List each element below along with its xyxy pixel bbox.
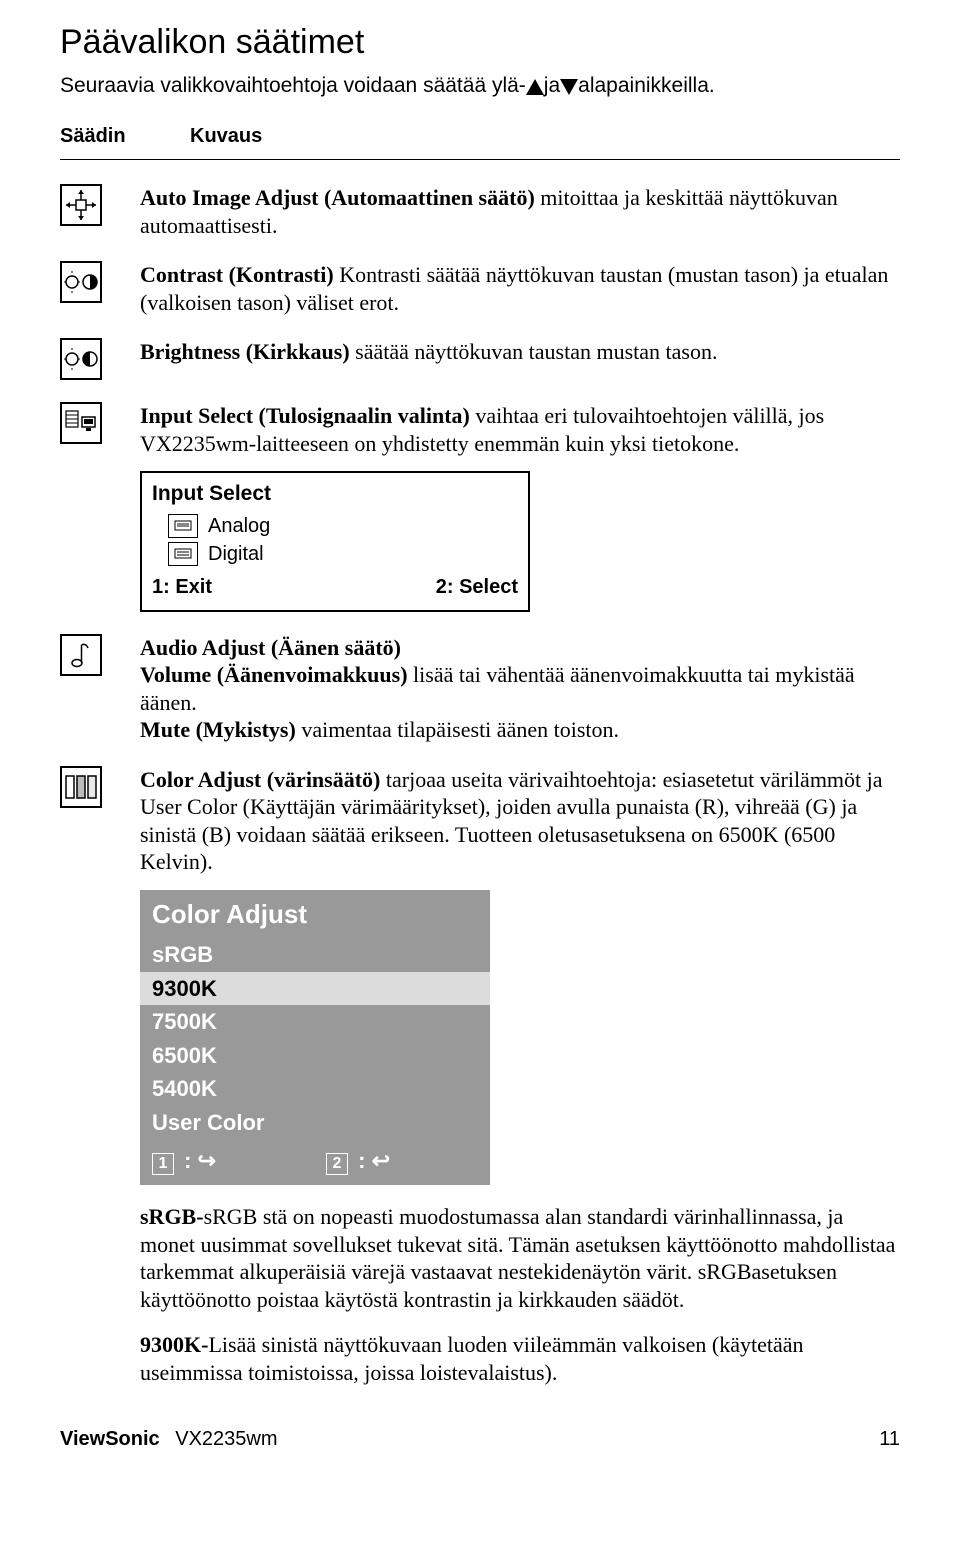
table-header-row: Säädin Kuvaus (60, 123, 900, 160)
up-triangle-icon (526, 79, 544, 95)
osd-color-f1: 1 (152, 1153, 174, 1175)
input-select-icon (60, 402, 102, 444)
desc-color: Color Adjust (värinsäätö) tarjoaa useita… (140, 766, 900, 1186)
osd-color-arrow2: ↩ (372, 1148, 390, 1173)
row-input-select: Input Select (Tulosignaalin valinta) vai… (60, 402, 900, 611)
row-brightness: Brightness (Kirkkaus) säätää näyttökuvan… (60, 338, 900, 380)
osd-color-opt: sRGB (140, 938, 490, 972)
intro-mid: ja (544, 74, 560, 97)
osd-input-title: Input Select (152, 481, 518, 507)
osd-input-opt-digital: Digital (208, 542, 264, 567)
osd-input-opt-analog: Analog (208, 514, 270, 539)
osd-color-title: Color Adjust (140, 890, 490, 939)
row-audio: Audio Adjust (Äänen säätö) Volume (Äänen… (60, 634, 900, 744)
audio-mute-rest: vaimentaa tilapäisesti äänen toiston. (296, 717, 619, 742)
osd-color-arrow1: ↪ (198, 1148, 216, 1173)
desc-input-select: Input Select (Tulosignaalin valinta) vai… (140, 402, 900, 611)
auto-image-bold: Auto Image Adjust (Automaattinen säätö) (140, 185, 535, 210)
k9300-paragraph: 9300K-Lisää sinistä näyttökuvaan luoden … (140, 1331, 900, 1386)
osd-input-select: Input Select Analog Digital 1: Exit 2: S… (140, 471, 530, 611)
intro-after: alapainikkeilla. (578, 74, 715, 97)
audio-mute-bold: Mute (Mykistys) (140, 717, 296, 742)
digital-mini-icon (168, 542, 198, 566)
page-title: Päävalikon säätimet (60, 20, 900, 64)
audio-bold1: Audio Adjust (Äänen säätö) (140, 635, 401, 660)
osd-input-exit: 1: Exit (152, 575, 212, 600)
desc-auto-image: Auto Image Adjust (Automaattinen säätö) … (140, 184, 900, 239)
row-color: Color Adjust (värinsäätö) tarjoaa useita… (60, 766, 900, 1186)
osd-input-digital: Digital (168, 542, 518, 567)
row-contrast: Contrast (Kontrasti) Kontrasti säätää nä… (60, 261, 900, 316)
footer-model: VX2235wm (175, 1428, 277, 1450)
osd-color-opt: 6500K (140, 1039, 490, 1073)
srgb-rest: sRGB stä on nopeasti muodostumassa alan … (140, 1204, 895, 1312)
srgb-paragraph: sRGB-sRGB stä on nopeasti muodostumassa … (140, 1203, 900, 1313)
row-auto-image: Auto Image Adjust (Automaattinen säätö) … (60, 184, 900, 239)
osd-color-adjust: Color Adjust sRGB9300K7500K6500K5400KUse… (140, 890, 490, 1186)
osd-input-analog: Analog (168, 514, 518, 539)
osd-color-opt: User Color (140, 1106, 490, 1140)
osd-color-opt: 5400K (140, 1072, 490, 1106)
audio-icon (60, 634, 102, 676)
osd-input-select-label: 2: Select (436, 575, 518, 600)
intro-text: Seuraavia valikkovaihtoehtoja voidaan sä… (60, 72, 900, 99)
desc-contrast: Contrast (Kontrasti) Kontrasti säätää nä… (140, 261, 900, 316)
desc-audio: Audio Adjust (Äänen säätö) Volume (Äänen… (140, 634, 900, 744)
audio-volume-bold: Volume (Äänenvoimakkuus) (140, 662, 408, 687)
k9300-bold: 9300K- (140, 1332, 208, 1357)
brightness-bold: Brightness (Kirkkaus) (140, 339, 350, 364)
input-select-bold: Input Select (Tulosignaalin valinta) (140, 403, 470, 428)
intro-before: Seuraavia valikkovaihtoehtoja voidaan sä… (60, 74, 526, 97)
header-description: Kuvaus (190, 123, 262, 149)
desc-brightness: Brightness (Kirkkaus) säätää näyttökuvan… (140, 338, 900, 366)
color-adjust-icon (60, 766, 102, 808)
srgb-bold: sRGB- (140, 1204, 204, 1229)
footer-page-number: 11 (879, 1426, 900, 1452)
color-bold: Color Adjust (värinsäätö) (140, 767, 380, 792)
analog-mini-icon (168, 514, 198, 538)
brightness-icon (60, 338, 102, 380)
page-footer: ViewSonic VX2235wm 11 (60, 1426, 900, 1452)
auto-image-icon (60, 184, 102, 226)
contrast-bold: Contrast (Kontrasti) (140, 262, 334, 287)
down-triangle-icon (560, 79, 578, 95)
k9300-rest: Lisää sinistä näyttökuvaan luoden viileä… (140, 1332, 804, 1385)
osd-color-opt: 7500K (140, 1005, 490, 1039)
footer-brand: ViewSonic (60, 1428, 160, 1450)
brightness-rest: säätää näyttökuvan taustan mustan tason. (350, 339, 718, 364)
contrast-icon (60, 261, 102, 303)
osd-color-footer: 1 : ↪ 2 : ↩ (140, 1139, 490, 1185)
osd-color-f2: 2 (326, 1153, 348, 1175)
header-control: Säädin (60, 123, 190, 149)
osd-color-opt: 9300K (140, 972, 490, 1006)
